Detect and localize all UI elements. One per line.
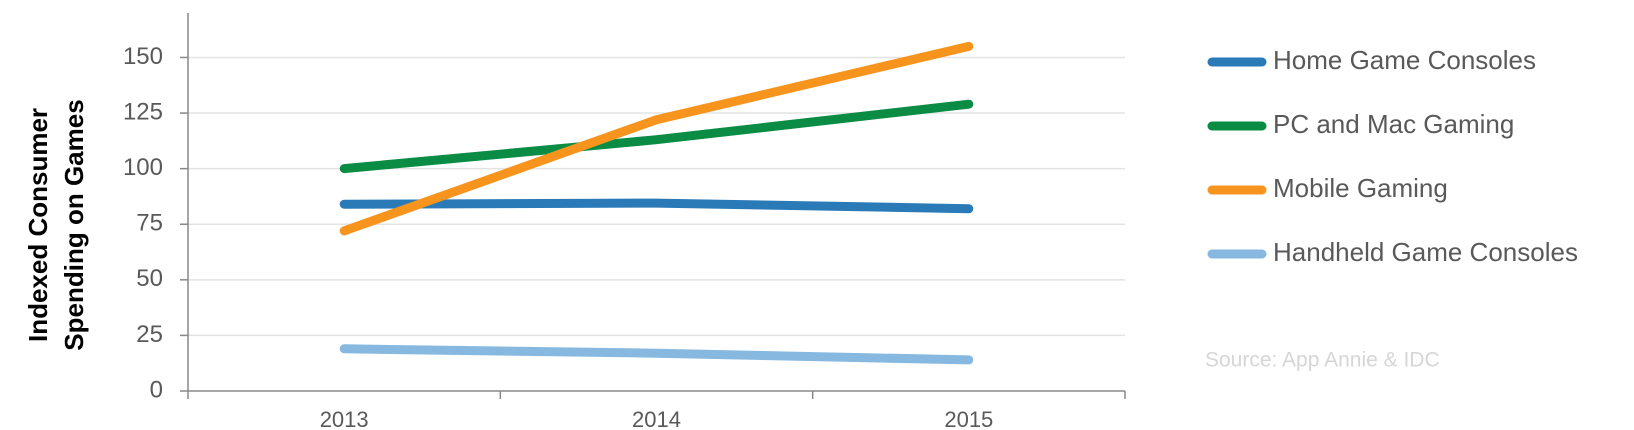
series-line: [339, 41, 974, 236]
y-tick-label: 25: [136, 321, 163, 348]
series-line: [339, 198, 974, 214]
legend-label: Handheld Game Consoles: [1273, 237, 1578, 267]
y-tick-label: 50: [136, 265, 163, 292]
y-axis-label: Spending on Games: [59, 99, 89, 350]
series-line: [339, 99, 974, 174]
x-tick-label: 2013: [320, 407, 369, 430]
legend-label: PC and Mac Gaming: [1273, 109, 1514, 139]
source-note: Source: App Annie & IDC: [1205, 349, 1440, 372]
y-tick-label: 75: [136, 210, 163, 237]
series-line: [339, 344, 974, 365]
legend-label: Home Game Consoles: [1273, 45, 1536, 75]
x-tick-label: 2015: [944, 407, 993, 430]
y-tick-label: 100: [123, 154, 163, 181]
y-tick-label: 125: [123, 98, 163, 125]
y-tick-label: 150: [123, 43, 163, 70]
y-tick-label: 0: [150, 376, 163, 403]
y-axis-label: Indexed Consumer: [23, 108, 53, 342]
x-tick-label: 2014: [632, 407, 681, 430]
legend-label: Mobile Gaming: [1273, 173, 1448, 203]
